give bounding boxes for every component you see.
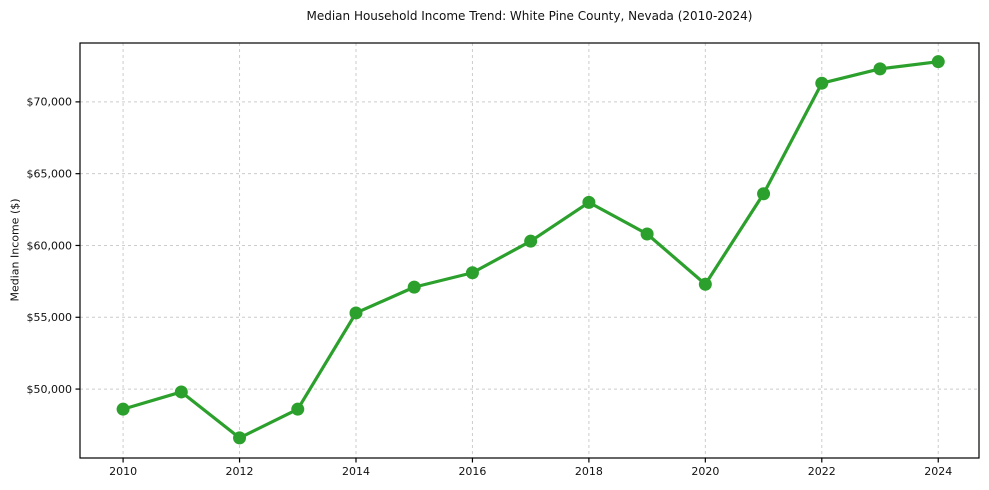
x-tick-label: 2018 — [575, 465, 603, 478]
data-point-marker — [757, 187, 771, 201]
x-tick-label: 2024 — [924, 465, 952, 478]
data-point-marker — [291, 402, 305, 416]
y-tick-label: $50,000 — [27, 383, 73, 396]
y-tick-label: $55,000 — [27, 311, 73, 324]
y-tick-label: $65,000 — [27, 167, 73, 180]
y-tick-label: $70,000 — [27, 96, 73, 109]
data-point-marker — [116, 402, 130, 416]
data-point-marker — [465, 266, 479, 280]
x-tick-label: 2020 — [691, 465, 719, 478]
plot-border — [79, 42, 980, 459]
data-point-marker — [873, 62, 887, 76]
x-tick-label: 2012 — [226, 465, 254, 478]
data-point-marker — [233, 431, 247, 445]
x-tick-label: 2016 — [458, 465, 486, 478]
x-tick-label: 2014 — [342, 465, 370, 478]
income-trend-line — [121, 60, 940, 440]
data-point-marker — [582, 195, 596, 209]
chart-title: Median Household Income Trend: White Pin… — [306, 9, 753, 23]
data-point-marker — [931, 55, 945, 69]
data-point-marker — [640, 227, 654, 241]
data-point-marker — [524, 234, 538, 248]
data-point-marker — [407, 280, 421, 294]
data-point-marker — [815, 76, 829, 90]
y-tick-label: $60,000 — [27, 239, 73, 252]
data-point-marker — [174, 385, 188, 399]
x-tick-label: 2022 — [808, 465, 836, 478]
data-point-marker — [698, 277, 712, 291]
x-tick-label: 2010 — [109, 465, 137, 478]
data-point-marker — [349, 306, 363, 320]
